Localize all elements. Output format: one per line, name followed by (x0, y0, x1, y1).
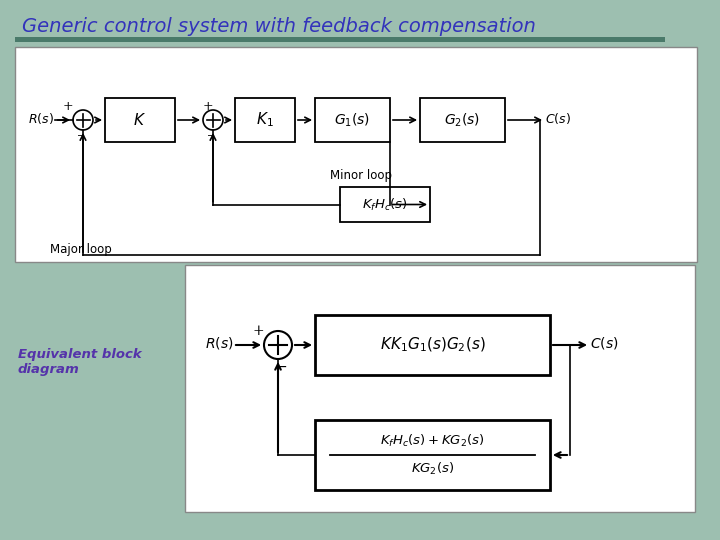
Bar (185, 265, 695, 512)
Text: Minor loop: Minor loop (330, 169, 392, 182)
Circle shape (264, 331, 292, 359)
Text: $KG_2(s)$: $KG_2(s)$ (411, 461, 454, 477)
Bar (315, 98, 390, 142)
Bar (15, 37, 665, 42)
Text: $C(s)$: $C(s)$ (590, 335, 618, 351)
Text: Generic control system with feedback compensation: Generic control system with feedback com… (22, 17, 536, 37)
Text: $K_1$: $K_1$ (256, 111, 274, 130)
Text: $C(s)$: $C(s)$ (545, 111, 571, 126)
Text: $-$: $-$ (275, 359, 287, 373)
Text: $K$: $K$ (133, 112, 146, 128)
Text: $G_1(s)$: $G_1(s)$ (334, 111, 371, 129)
Text: $-$: $-$ (76, 131, 86, 139)
Text: +: + (63, 100, 73, 113)
Bar (235, 98, 295, 142)
Circle shape (203, 110, 223, 130)
Text: $R(s)$: $R(s)$ (28, 111, 54, 126)
Text: Equivalent block
diagram: Equivalent block diagram (18, 348, 142, 376)
Bar (420, 98, 505, 142)
Text: +: + (252, 324, 264, 338)
Text: $G_2(s)$: $G_2(s)$ (444, 111, 480, 129)
Circle shape (73, 110, 93, 130)
Text: $K_f H_c(s) + KG_2(s)$: $K_f H_c(s) + KG_2(s)$ (380, 433, 485, 449)
Text: $R(s)$: $R(s)$ (205, 335, 233, 351)
Text: $KK_1G_1(s)G_2(s)$: $KK_1G_1(s)G_2(s)$ (379, 336, 485, 354)
Text: Major loop: Major loop (50, 244, 112, 256)
Bar (15, 47, 697, 262)
Bar (315, 315, 550, 375)
Bar (105, 98, 175, 142)
Text: $K_f H_c(s)$: $K_f H_c(s)$ (362, 197, 408, 213)
Text: $-$: $-$ (207, 131, 215, 139)
Bar (340, 187, 430, 222)
Bar (315, 420, 550, 490)
Text: +: + (203, 100, 213, 113)
